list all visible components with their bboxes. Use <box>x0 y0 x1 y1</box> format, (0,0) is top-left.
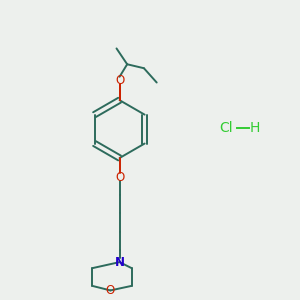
Text: O: O <box>115 171 124 184</box>
Text: N: N <box>115 256 124 268</box>
Text: O: O <box>106 284 115 297</box>
Text: Cl: Cl <box>219 121 233 135</box>
Text: H: H <box>250 121 260 135</box>
Text: O: O <box>115 74 124 87</box>
